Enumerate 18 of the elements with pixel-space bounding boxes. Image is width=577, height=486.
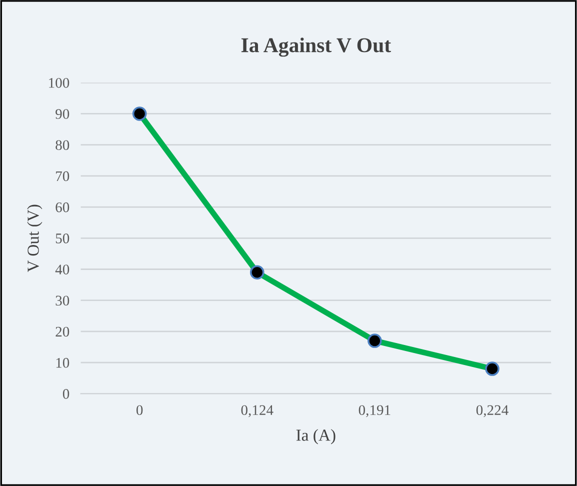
x-axis-title: Ia (A) — [296, 429, 336, 444]
y-tick-label: 20 — [56, 326, 70, 337]
y-tick-label: 90 — [56, 109, 70, 119]
y-tick-label: 100 — [49, 78, 70, 88]
y-tick-label: 80 — [56, 140, 70, 150]
x-tick-label: 0 — [136, 405, 143, 416]
x-tick-label: 0,191 — [358, 405, 390, 418]
x-tick-label: 0,124 — [241, 405, 274, 418]
y-tick-label: 70 — [56, 171, 70, 182]
y-tick-label: 0 — [62, 389, 70, 399]
y-tick-label: 60 — [56, 202, 70, 212]
chart-title: Ia Against V Out — [241, 38, 391, 57]
y-tick-label: 30 — [56, 296, 70, 306]
y-tick-label: 50 — [56, 234, 70, 244]
x-tick-label: 0,224 — [476, 405, 508, 418]
y-tick-label: 10 — [56, 358, 70, 368]
y-tick-label: 40 — [55, 264, 70, 274]
y-axis-title: V Out (V) — [27, 204, 42, 272]
